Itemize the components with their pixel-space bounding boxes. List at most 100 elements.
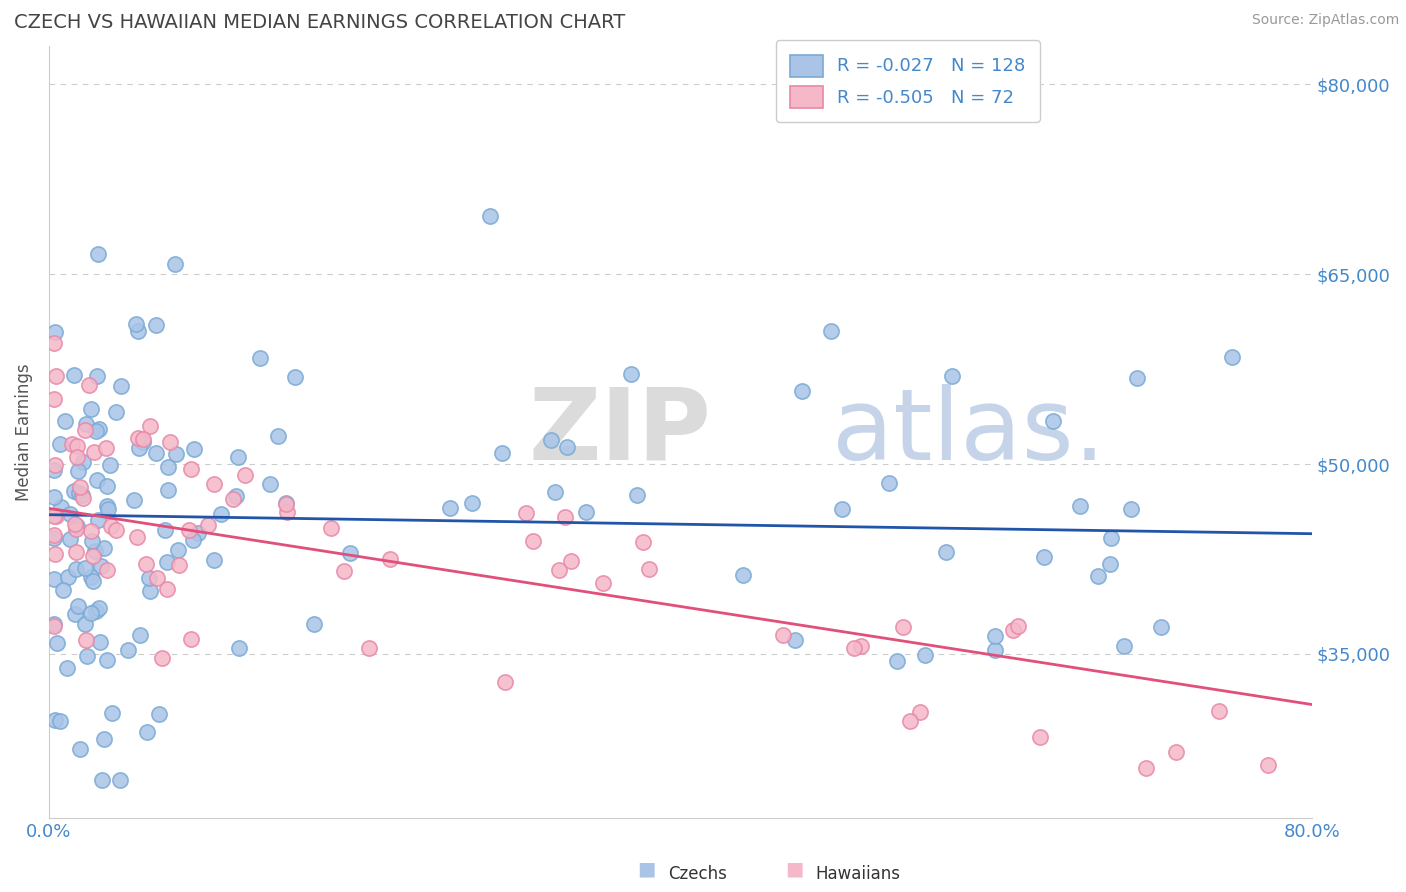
Point xyxy=(148,706,170,721)
Point xyxy=(274,496,297,510)
Point xyxy=(63,607,86,621)
Point xyxy=(620,367,643,381)
Point xyxy=(378,551,401,566)
Point xyxy=(53,414,76,428)
Point xyxy=(914,648,936,662)
Point xyxy=(772,628,794,642)
Point xyxy=(183,442,205,457)
Point xyxy=(75,560,97,574)
Point xyxy=(820,324,842,338)
Point xyxy=(548,563,571,577)
Point xyxy=(84,424,107,438)
Point xyxy=(69,742,91,756)
Point xyxy=(65,522,87,536)
Legend: R = -0.027   N = 128, R = -0.505   N = 72: R = -0.027 N = 128, R = -0.505 N = 72 xyxy=(776,40,1040,122)
Point xyxy=(127,432,149,446)
Point xyxy=(274,498,297,512)
Point xyxy=(45,636,67,650)
Point xyxy=(80,606,103,620)
Point xyxy=(127,324,149,338)
Point xyxy=(935,545,957,559)
Point xyxy=(44,458,66,472)
Point xyxy=(90,559,112,574)
Point xyxy=(93,541,115,555)
Point xyxy=(851,640,873,654)
Point xyxy=(156,483,179,498)
Point xyxy=(83,445,105,459)
Point xyxy=(357,640,380,655)
Point xyxy=(83,544,105,558)
Point xyxy=(908,705,931,719)
Point xyxy=(89,634,111,648)
Point xyxy=(42,463,65,477)
Point xyxy=(153,523,176,537)
Point xyxy=(202,477,225,491)
Point xyxy=(76,648,98,663)
Point xyxy=(592,576,614,591)
Point xyxy=(117,643,139,657)
Point xyxy=(97,502,120,516)
Point xyxy=(439,500,461,515)
Text: Czechs: Czechs xyxy=(668,865,727,883)
Point xyxy=(1042,414,1064,428)
Point xyxy=(1028,730,1050,744)
Point xyxy=(202,552,225,566)
Point xyxy=(226,450,249,464)
Point xyxy=(44,547,66,561)
Point xyxy=(125,317,148,331)
Text: ■: ■ xyxy=(637,859,657,878)
Point xyxy=(1257,757,1279,772)
Point xyxy=(62,368,84,382)
Point xyxy=(554,510,576,524)
Point xyxy=(225,489,247,503)
Point xyxy=(138,571,160,585)
Point xyxy=(122,492,145,507)
Point xyxy=(44,325,66,339)
Point xyxy=(96,499,118,513)
Point xyxy=(42,336,65,351)
Point xyxy=(984,643,1007,657)
Point xyxy=(72,455,94,469)
Point xyxy=(91,773,114,788)
Point xyxy=(42,572,65,586)
Point xyxy=(96,563,118,577)
Point xyxy=(790,384,813,398)
Point xyxy=(66,519,89,533)
Point xyxy=(69,480,91,494)
Point xyxy=(187,525,209,540)
Point xyxy=(540,434,562,448)
Point xyxy=(132,433,155,447)
Point xyxy=(1220,350,1243,364)
Text: Source: ZipAtlas.com: Source: ZipAtlas.com xyxy=(1251,13,1399,28)
Point xyxy=(150,650,173,665)
Point xyxy=(86,368,108,383)
Point xyxy=(60,436,83,450)
Point xyxy=(65,545,87,559)
Point xyxy=(132,435,155,450)
Point xyxy=(45,508,67,523)
Point xyxy=(67,464,90,478)
Point xyxy=(56,569,79,583)
Text: CZECH VS HAWAIIAN MEDIAN EARNINGS CORRELATION CHART: CZECH VS HAWAIIAN MEDIAN EARNINGS CORREL… xyxy=(14,13,626,32)
Point xyxy=(555,441,578,455)
Point xyxy=(79,377,101,392)
Point xyxy=(42,508,65,523)
Point xyxy=(941,368,963,383)
Text: ZIP: ZIP xyxy=(529,384,711,481)
Point xyxy=(560,554,582,568)
Point xyxy=(157,460,180,475)
Point xyxy=(52,582,75,597)
Text: Hawaiians: Hawaiians xyxy=(815,865,900,883)
Point xyxy=(87,247,110,261)
Point xyxy=(1087,569,1109,583)
Point xyxy=(181,533,204,547)
Point xyxy=(1032,550,1054,565)
Point xyxy=(1119,502,1142,516)
Point xyxy=(73,616,96,631)
Point xyxy=(72,491,94,505)
Point xyxy=(86,604,108,618)
Point xyxy=(70,488,93,502)
Point xyxy=(63,484,86,499)
Point xyxy=(125,530,148,544)
Point xyxy=(75,632,97,647)
